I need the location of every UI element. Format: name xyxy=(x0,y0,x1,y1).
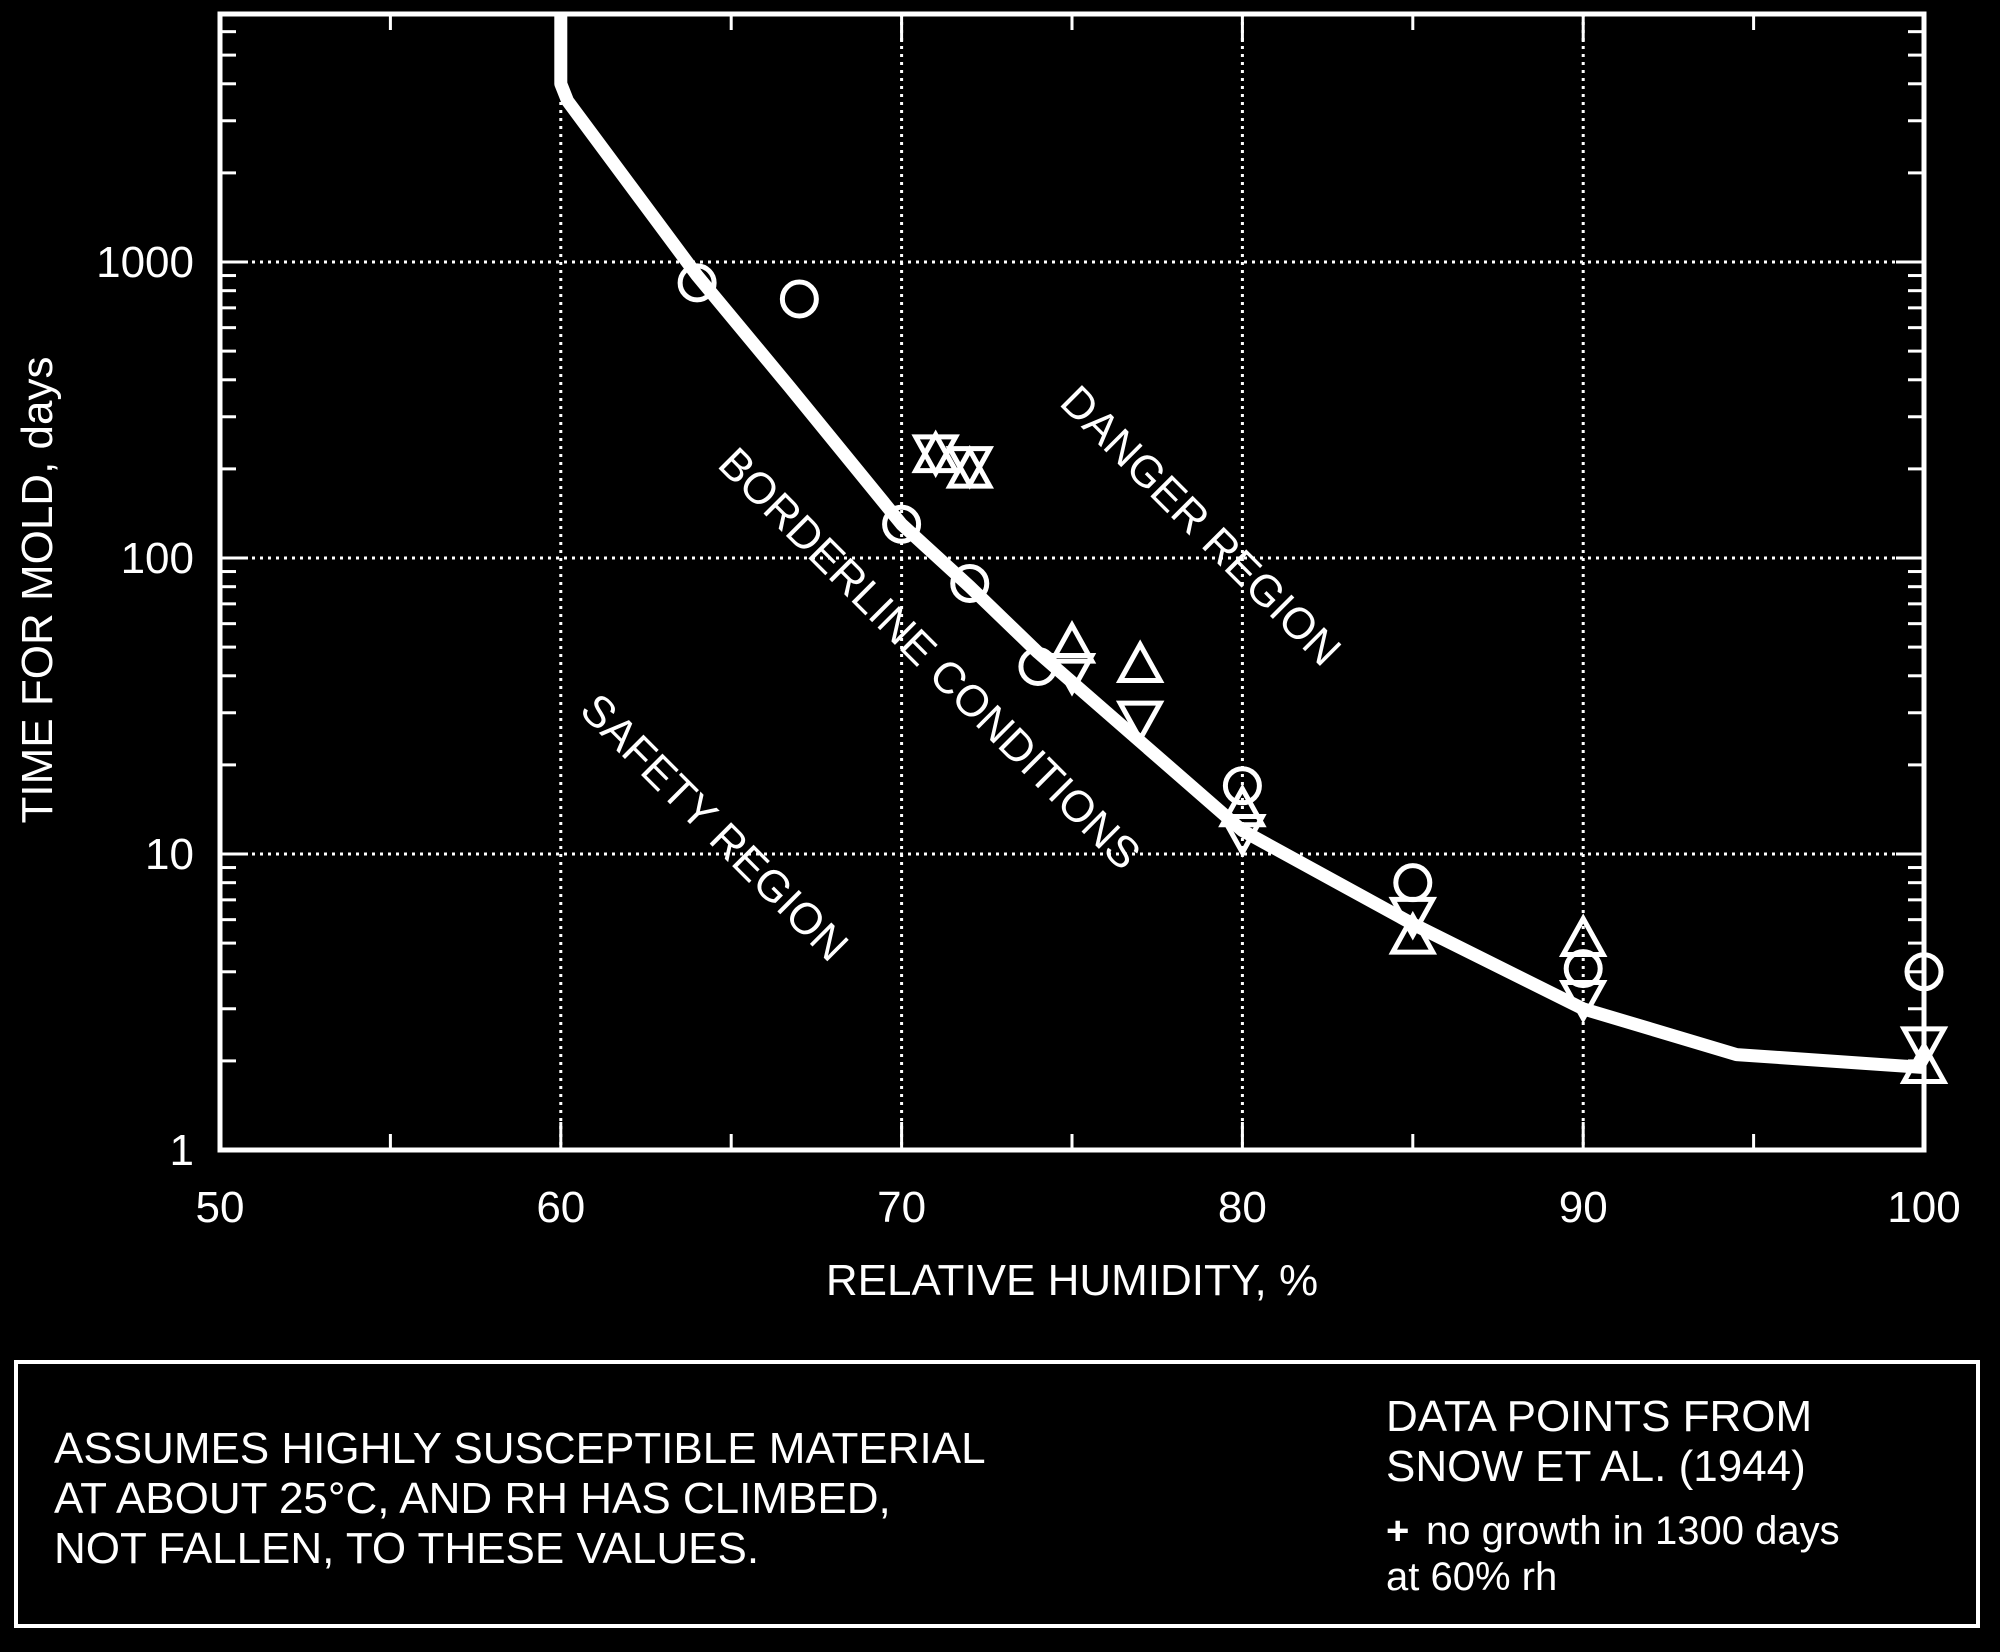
triangle-down-point xyxy=(911,434,960,479)
circle-point xyxy=(882,504,922,544)
x-tick-label: 70 xyxy=(877,1183,926,1232)
x-tick-label: 80 xyxy=(1218,1183,1267,1232)
circle-point xyxy=(1904,952,1944,992)
grid xyxy=(220,14,1924,1150)
y-tick-label: 1000 xyxy=(96,238,194,287)
axis-ticks xyxy=(218,14,1926,1152)
triangle-down-point xyxy=(1558,980,1608,1024)
annotation-danger-region: DANGER REGION xyxy=(1051,376,1350,675)
y-tick-label: 100 xyxy=(121,534,194,583)
triangle-down-point xyxy=(945,446,995,490)
x-tick-label: 50 xyxy=(196,1183,245,1232)
no-growth-text: no growth in 1300 days at 60% rh xyxy=(1386,1509,1840,1599)
circle-point xyxy=(1393,863,1433,903)
threshold-curve xyxy=(554,14,1925,1074)
triangle-up-point xyxy=(1047,619,1097,664)
y-axis-label: TIME FOR MOLD, days xyxy=(13,357,62,824)
y-tick-label: 10 xyxy=(145,830,194,879)
triangle-up-point xyxy=(1899,1040,1949,1084)
no-growth-note: + no growth in 1300 days at 60% rh xyxy=(1386,1508,1976,1600)
circle-point xyxy=(1563,949,1603,989)
triangle-up-point xyxy=(1388,910,1438,955)
notes-box: ASSUMES HIGHLY SUSCEPTIBLE MATERIAL AT A… xyxy=(14,1360,1980,1628)
triangle-down-point xyxy=(1218,814,1267,858)
data-markers xyxy=(677,263,1949,1084)
x-tick-label: 100 xyxy=(1887,1183,1960,1232)
plus-marker: + xyxy=(1386,1509,1410,1553)
circle-point xyxy=(677,263,717,303)
triangle-up-point xyxy=(1558,913,1608,958)
circle-point xyxy=(779,279,819,319)
assumption-note: ASSUMES HIGHLY SUSCEPTIBLE MATERIAL AT A… xyxy=(54,1424,986,1573)
source-note: DATA POINTS FROM SNOW ET AL. (1944) xyxy=(1386,1392,1813,1491)
circle-point xyxy=(1018,646,1058,686)
triangle-up-point xyxy=(1115,639,1165,683)
x-tick-label: 90 xyxy=(1559,1183,1608,1232)
x-axis-label: RELATIVE HUMIDITY, % xyxy=(826,1256,1318,1305)
plot-frame xyxy=(217,11,1927,1153)
triangle-down-point xyxy=(1899,1026,1949,1071)
triangle-down-point xyxy=(1115,700,1165,745)
triangle-down-point xyxy=(1047,653,1097,697)
x-tick-label: 60 xyxy=(536,1183,585,1232)
circle-point xyxy=(950,564,990,604)
annotation-safety-region: SAFETY REGION xyxy=(571,684,857,970)
y-tick-label: 1 xyxy=(170,1126,194,1175)
triangle-up-point xyxy=(1218,783,1267,828)
triangle-down-point xyxy=(1388,896,1438,941)
circle-point xyxy=(1222,766,1262,806)
